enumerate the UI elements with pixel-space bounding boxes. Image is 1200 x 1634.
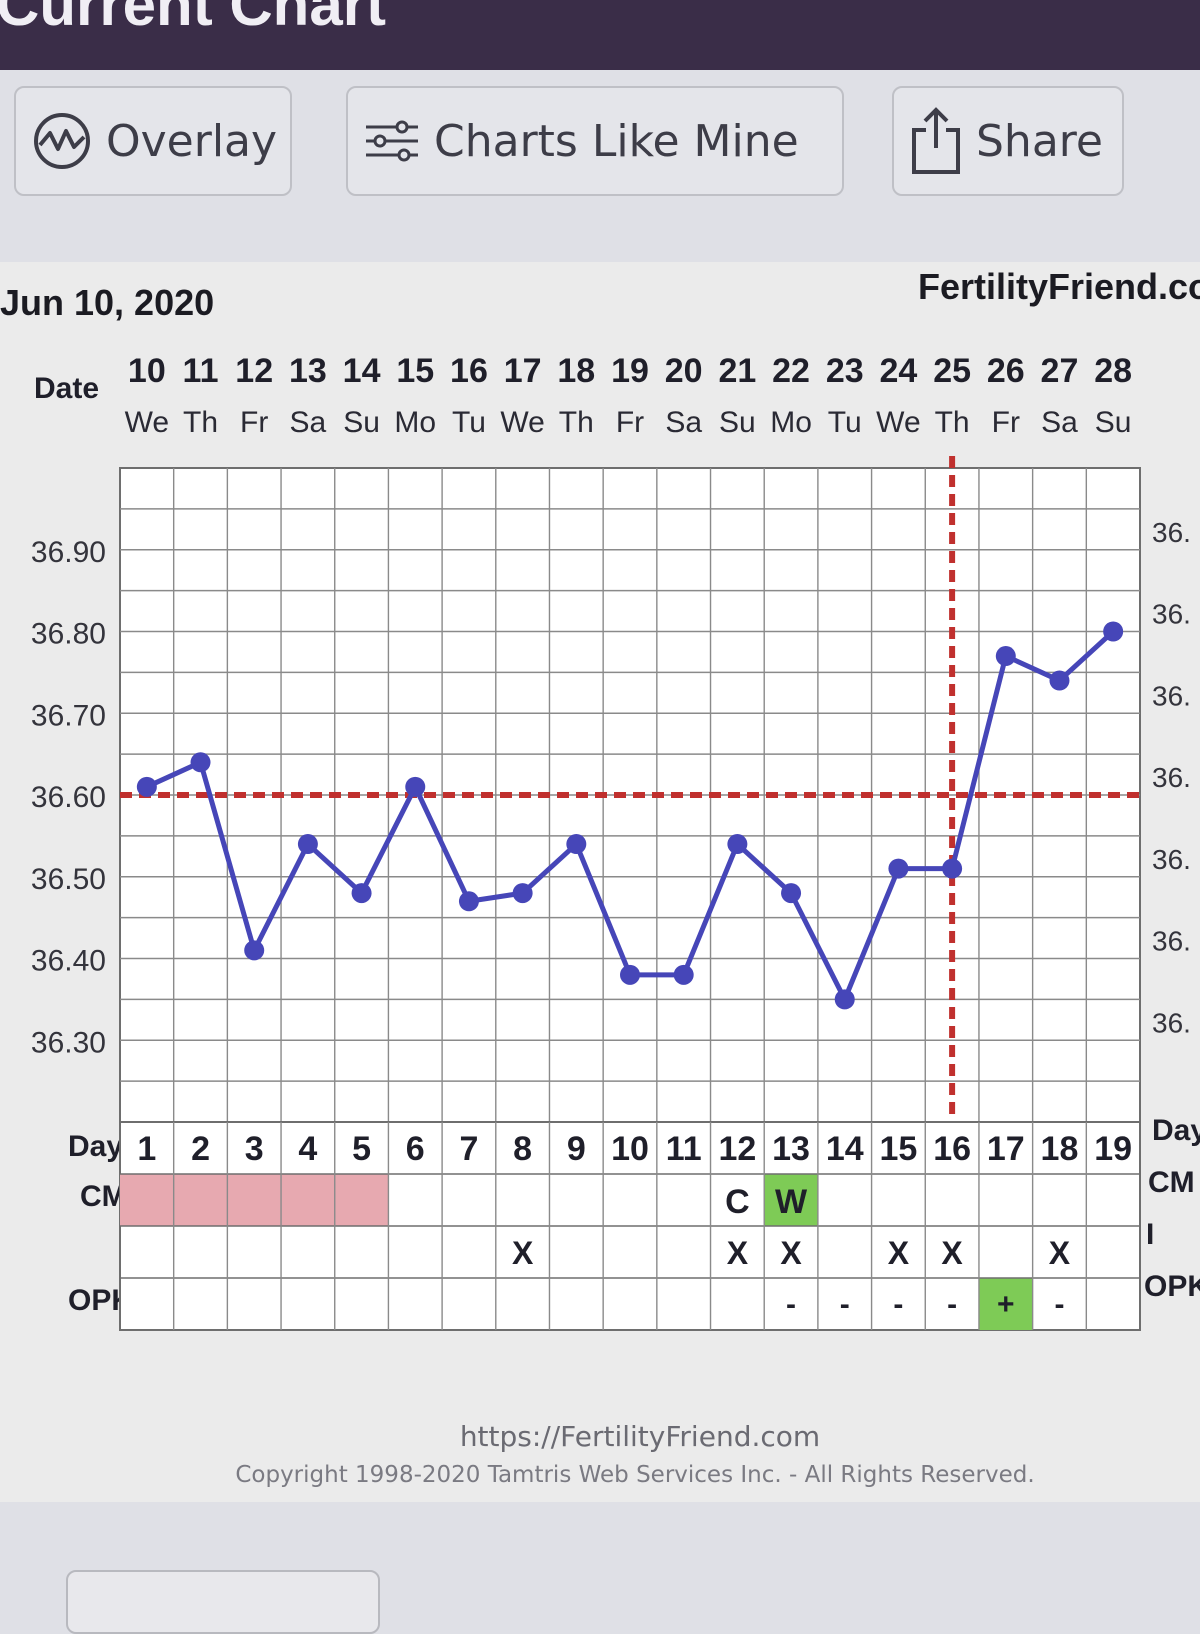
intercourse-row-label: I xyxy=(120,1232,129,1265)
bottom-tab[interactable] xyxy=(66,1570,380,1634)
opk-row-label-right: OPK xyxy=(1144,1270,1200,1303)
brand-label: FertilityFriend.com xyxy=(918,266,1200,307)
app-header: Current Chart xyxy=(0,0,1200,70)
overlay-icon xyxy=(32,111,92,171)
overlay-label: Overlay xyxy=(106,115,278,167)
opk-row-label: OPK xyxy=(68,1284,134,1317)
footer-copyright: Copyright 1998-2020 Tamtris Web Services… xyxy=(235,1462,1035,1488)
share-button[interactable]: Share xyxy=(892,86,1124,196)
date-row-label: Date xyxy=(34,372,100,405)
overlay-button[interactable]: Overlay xyxy=(14,86,292,196)
page-title: Current Chart xyxy=(0,0,387,38)
cm-row-label-right: CM xyxy=(1148,1166,1195,1199)
chart-panel xyxy=(0,262,1200,1502)
cm-row-label: CM xyxy=(80,1180,127,1213)
share-icon xyxy=(910,106,962,176)
filter-sliders-icon xyxy=(364,119,420,163)
day-row-label-right: Day xyxy=(1152,1114,1200,1147)
charts-like-mine-button[interactable]: Charts Like Mine xyxy=(346,86,844,196)
intercourse-row-label-right: I xyxy=(1146,1218,1155,1251)
chart-start-date: Jun 10, 2020 xyxy=(0,282,215,323)
day-row-label: Day xyxy=(68,1130,124,1163)
charts-like-mine-label: Charts Like Mine xyxy=(434,115,799,167)
footer-url[interactable]: https://FertilityFriend.com xyxy=(459,1420,821,1453)
share-label: Share xyxy=(976,115,1103,167)
